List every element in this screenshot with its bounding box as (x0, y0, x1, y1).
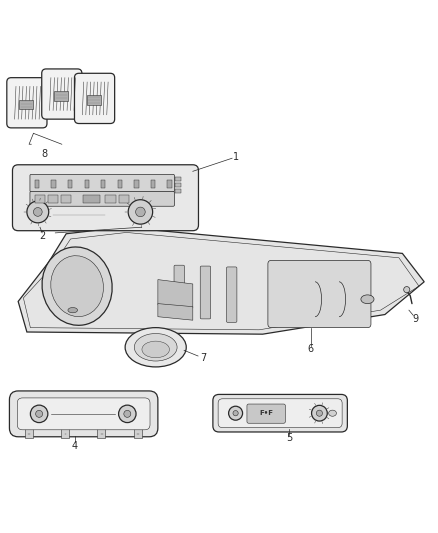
Bar (151, 180, 155, 188)
Bar (51, 180, 56, 188)
Circle shape (316, 410, 322, 416)
Polygon shape (18, 227, 424, 334)
Bar (19, 100, 33, 109)
Bar (106, 195, 116, 203)
Bar (175, 177, 180, 181)
Bar (61, 427, 69, 438)
Circle shape (30, 405, 48, 423)
Text: 5: 5 (286, 433, 292, 443)
FancyBboxPatch shape (30, 191, 174, 206)
Bar (35, 180, 39, 188)
FancyBboxPatch shape (200, 266, 211, 319)
Bar (83, 195, 100, 203)
Circle shape (119, 405, 136, 423)
FancyBboxPatch shape (10, 391, 158, 437)
Circle shape (311, 405, 327, 421)
Text: 9: 9 (413, 314, 419, 324)
Polygon shape (158, 304, 193, 320)
Ellipse shape (142, 341, 170, 358)
Ellipse shape (42, 247, 112, 325)
Bar (98, 427, 105, 438)
Text: F•F: F•F (259, 410, 273, 416)
Bar (35, 195, 45, 203)
Bar (25, 427, 32, 438)
Polygon shape (158, 280, 193, 308)
FancyBboxPatch shape (174, 265, 184, 316)
Circle shape (128, 200, 152, 224)
FancyBboxPatch shape (7, 78, 47, 128)
Bar (85, 180, 89, 188)
Bar (68, 180, 72, 188)
Circle shape (233, 410, 238, 416)
Circle shape (33, 207, 42, 216)
Text: 7: 7 (201, 353, 207, 363)
Bar (48, 195, 58, 203)
Text: 4: 4 (72, 440, 78, 450)
FancyBboxPatch shape (12, 165, 198, 231)
FancyBboxPatch shape (42, 69, 82, 119)
Text: 2: 2 (39, 231, 45, 241)
Circle shape (404, 287, 410, 293)
Ellipse shape (328, 410, 336, 416)
Bar (54, 91, 68, 101)
FancyBboxPatch shape (247, 404, 286, 423)
FancyBboxPatch shape (30, 174, 174, 192)
Bar (134, 180, 139, 188)
Text: 6: 6 (307, 344, 314, 354)
Ellipse shape (134, 334, 177, 361)
FancyBboxPatch shape (213, 394, 347, 432)
Text: 8: 8 (41, 149, 47, 159)
Circle shape (35, 410, 42, 417)
FancyBboxPatch shape (74, 74, 115, 124)
Bar (167, 180, 172, 188)
Circle shape (136, 207, 145, 217)
FancyBboxPatch shape (268, 261, 371, 328)
Ellipse shape (51, 256, 103, 317)
Ellipse shape (361, 295, 374, 304)
Bar (175, 189, 180, 193)
Circle shape (27, 201, 49, 223)
Circle shape (229, 406, 243, 420)
FancyBboxPatch shape (226, 267, 237, 322)
Circle shape (124, 410, 131, 417)
Ellipse shape (68, 308, 78, 313)
Bar (175, 183, 180, 187)
Bar (119, 195, 129, 203)
Ellipse shape (125, 328, 186, 367)
Bar (101, 180, 106, 188)
Text: 1: 1 (233, 152, 240, 163)
Bar (61, 195, 71, 203)
FancyBboxPatch shape (218, 399, 342, 427)
Bar (134, 427, 142, 438)
Bar (118, 180, 122, 188)
Bar (87, 95, 101, 105)
FancyBboxPatch shape (17, 398, 150, 430)
